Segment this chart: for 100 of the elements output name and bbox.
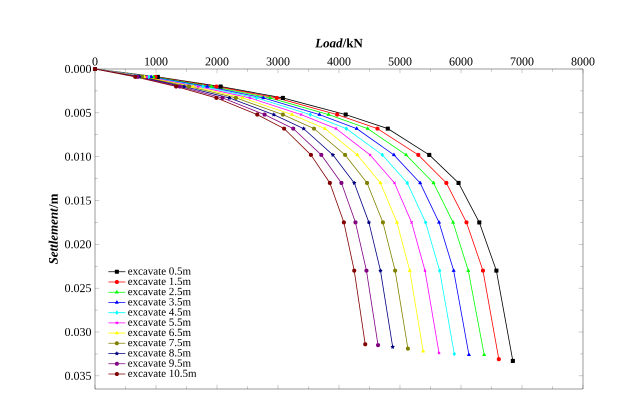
- point: [133, 74, 138, 79]
- y-tick-label: 0.035: [65, 372, 92, 380]
- legend-label: excavate 10.5m: [128, 370, 196, 378]
- point: [375, 126, 380, 131]
- point: [262, 96, 266, 100]
- point: [218, 84, 223, 89]
- point: [255, 112, 260, 117]
- x-tick-label: 4000: [327, 57, 350, 66]
- point: [220, 96, 225, 100]
- point: [355, 152, 360, 156]
- y-tick-label: 0.015: [65, 196, 92, 205]
- point: [342, 220, 346, 224]
- point: [335, 112, 340, 117]
- point: [291, 126, 296, 131]
- point: [196, 84, 200, 88]
- point: [330, 152, 335, 157]
- point: [378, 180, 382, 184]
- legend-label: excavate 5.5m: [128, 318, 191, 326]
- point: [427, 152, 432, 157]
- point: [240, 96, 244, 100]
- point: [234, 96, 238, 100]
- point: [319, 152, 324, 157]
- point: [378, 268, 382, 272]
- point: [302, 126, 306, 130]
- point: [227, 96, 232, 100]
- point: [354, 126, 359, 130]
- point: [272, 112, 276, 116]
- point: [482, 352, 486, 356]
- point: [326, 112, 330, 116]
- y-tick-label: 0.005: [65, 108, 92, 117]
- point: [421, 349, 426, 353]
- point: [496, 357, 501, 362]
- point: [352, 268, 356, 273]
- point: [380, 152, 384, 157]
- point: [452, 268, 456, 272]
- y-tick-label: 0.000: [65, 64, 92, 74]
- point: [480, 268, 485, 273]
- x-axis-title: Load/kN: [315, 38, 363, 48]
- point: [318, 112, 322, 116]
- point: [365, 180, 370, 186]
- point: [280, 112, 285, 117]
- x-tick-label: 8000: [571, 57, 594, 66]
- point: [406, 346, 410, 351]
- point: [432, 180, 436, 184]
- point: [408, 268, 412, 272]
- legend-label: excavate 3.5m: [128, 298, 191, 306]
- point: [467, 352, 471, 356]
- point: [466, 268, 470, 272]
- point: [290, 112, 294, 116]
- legend-label: excavate 7.5m: [128, 338, 191, 346]
- point: [364, 268, 368, 273]
- point: [344, 126, 348, 131]
- point: [494, 268, 498, 273]
- point: [339, 180, 344, 186]
- y-tick-label: 0.010: [65, 152, 92, 161]
- point: [416, 152, 420, 157]
- point: [343, 152, 348, 157]
- point: [274, 96, 279, 100]
- point: [366, 126, 370, 130]
- point: [308, 112, 312, 117]
- point: [380, 220, 385, 224]
- x-tick-label: 5000: [388, 57, 412, 66]
- point: [363, 342, 368, 346]
- y-tick-label: 0.020: [65, 240, 92, 248]
- point: [395, 220, 399, 224]
- point: [255, 96, 258, 100]
- point: [282, 126, 286, 131]
- point: [280, 96, 285, 100]
- point: [186, 84, 191, 89]
- point: [418, 180, 422, 184]
- point: [406, 180, 409, 186]
- point: [182, 84, 186, 88]
- point: [178, 84, 182, 89]
- x-tick-label: 1000: [145, 57, 168, 66]
- legend-label: excavate 4.5m: [128, 308, 191, 316]
- point: [438, 268, 442, 273]
- point: [444, 180, 448, 186]
- point: [366, 220, 371, 224]
- point: [352, 180, 356, 185]
- point: [451, 220, 455, 224]
- point: [308, 152, 313, 157]
- point: [464, 220, 469, 224]
- point: [456, 180, 461, 186]
- point: [424, 220, 428, 224]
- point: [214, 96, 218, 100]
- point: [404, 152, 408, 156]
- legend-label: excavate 9.5m: [128, 359, 191, 367]
- point: [191, 84, 196, 88]
- point: [248, 96, 252, 100]
- point: [262, 112, 267, 117]
- point: [323, 126, 327, 130]
- legend-label: excavate 6.5m: [128, 328, 191, 336]
- point: [510, 358, 515, 363]
- point: [452, 352, 456, 356]
- point: [390, 344, 395, 349]
- y-tick-label: 0.025: [65, 284, 92, 292]
- x-tick-label: 3000: [266, 57, 290, 66]
- point: [214, 84, 218, 89]
- point: [437, 220, 441, 224]
- point: [205, 84, 210, 88]
